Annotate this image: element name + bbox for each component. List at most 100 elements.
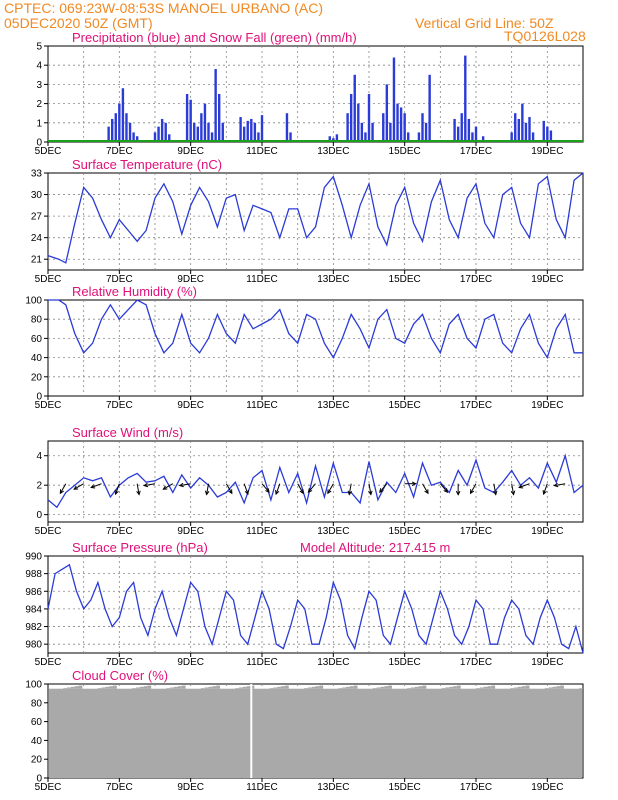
precip-bar [242,126,246,142]
precip-bar [185,94,189,142]
precip-bar [514,113,517,142]
pres-frame [47,555,584,654]
rh-series-line [48,299,583,360]
cloud-cover-bar [418,686,423,689]
rh-frame [47,299,584,397]
cloud-xtick-label: 5DEC [35,782,62,793]
precip-bar [114,113,117,142]
cloud-cover-bar [491,685,496,689]
temp-xtick-label: 9DEC [177,274,204,285]
cloud-ytick-label: 20 [31,755,43,766]
cloud-xtick-label: 19DEC [531,782,563,793]
rh-ytick-label: 60 [31,334,43,345]
cloud-cover-bar [281,686,285,689]
wind-title: Surface Wind (m/s) [72,425,183,440]
precip-bar [257,132,260,142]
cloud-cover-bar [269,688,274,689]
cloud-cover-bar [208,686,213,689]
cloud-cover-bar [239,687,243,689]
precip-bar [524,122,528,142]
wind-vector [243,483,249,495]
rh-xtick-label: 11DEC [246,400,278,411]
wind-vector-head [492,490,498,496]
precip-bar [424,122,428,142]
precip-bar [357,103,360,142]
cloud-xtick-label: 9DEC [177,782,204,793]
cloud-cover-bar [319,685,324,689]
precip-bar [214,69,217,142]
wind-vector-head [228,489,233,495]
precip-xtick-label: 15DEC [389,146,421,157]
rh-title: Relative Humidity (%) [72,284,197,299]
cloud-cover-bar [135,687,140,689]
wind-vector-head [162,485,168,490]
temp-title: Surface Temperature (nC) [72,157,222,172]
cloud-cover-bar [449,686,454,689]
cloud-cover-bar [277,686,282,689]
cloud-cover-bar [177,686,182,689]
header-line1: CPTEC: 069:23W-08:53S MANOEL URBANO (AC) [4,0,323,16]
cloud-cover-bar [525,685,530,689]
precip-bar [349,94,353,142]
temp-ytick-label: 24 [31,233,43,244]
cloud-cover-bar [101,687,106,689]
precip-bar [111,118,114,142]
cloud-cover-bar [372,688,377,689]
cloud-cover-bar [342,687,347,689]
temp-xtick-label: 15DEC [389,274,421,285]
cloud-cover-area [49,688,582,778]
wind-xtick-label: 19DEC [531,526,563,537]
precip-bar [335,134,339,142]
wind-vector [225,483,233,494]
cloud-xtick-label: 7DEC [106,782,133,793]
rh-xtick-label: 19DEC [531,400,563,411]
cloud-cover-bar [376,687,381,689]
precip-bar [367,94,371,142]
cloud-cover-bar [181,685,186,689]
precip-bar [549,130,553,142]
wind-vector-head [136,490,141,496]
wind-vector-head [379,488,384,493]
cloud-cover-bar [453,686,457,689]
cloud-cover-bar [304,688,308,689]
wind-vector [261,483,270,493]
cloud-cover-bar [483,686,488,689]
cloud-cover-bar [307,687,312,689]
precip-bar [118,103,121,142]
wind-vector [163,483,174,490]
cloud-cover-bar [380,686,385,689]
precip-bar [546,126,549,142]
pres-subtitle: Model Altitude: 217.415 m [300,540,450,555]
cloud-cover-bar [204,687,209,689]
wind-xtick-label: 9DEC [177,526,204,537]
precip-bar [453,118,456,142]
wind-vector [308,483,316,493]
cloud-cover-bar [74,686,79,689]
cloud-cover-bar [556,686,561,689]
precip-bar [460,113,463,142]
wind-vector-head [178,482,184,488]
precip-bar [328,136,331,142]
header-gridline: Vertical Grid Line: 50Z [415,15,554,31]
precip-bar [193,122,196,142]
temp-xtick-label: 7DEC [106,274,133,285]
cloud-cover-bar [273,687,278,689]
wind-vector-head [90,484,96,489]
cloud-ytick-label: 100 [25,680,42,691]
wind-vector [179,483,191,487]
precip-xtick-label: 5DEC [35,146,62,157]
precip-bar [353,74,356,142]
precip-title: Precipitation (blue) and Snow Fall (gree… [72,30,357,45]
cloud-cover-bar [544,688,549,689]
precip-bar [385,84,389,142]
precip-bar [360,122,364,142]
wind-vector-head [443,488,449,493]
precip-bar [481,136,485,142]
wind-vector [206,483,209,495]
precip-bar [200,113,203,142]
precip-bar [528,117,531,142]
rh-xtick-label: 15DEC [389,400,421,411]
cloud-cover-bar [346,686,350,689]
temp-ytick-label: 21 [31,255,43,266]
precip-xtick-label: 9DEC [177,146,204,157]
